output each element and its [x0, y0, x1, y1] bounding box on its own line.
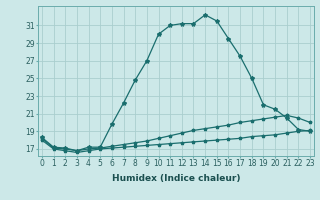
- X-axis label: Humidex (Indice chaleur): Humidex (Indice chaleur): [112, 174, 240, 183]
